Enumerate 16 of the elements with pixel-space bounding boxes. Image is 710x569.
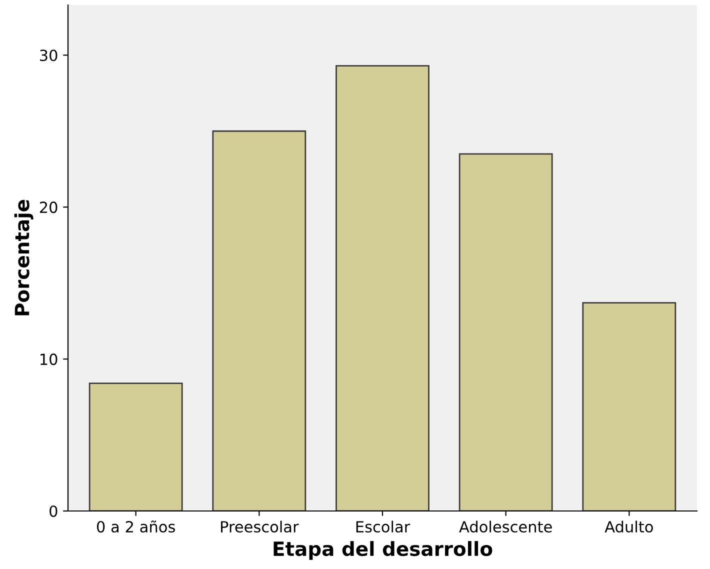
x-tick-label: Adolescente (459, 520, 552, 533)
bar (88, 382, 183, 511)
x-tick-label: Preescolar (221, 520, 299, 533)
x-tick-label: Adulto (604, 520, 653, 533)
y-tick-label: 10 (40, 354, 58, 366)
y-axis-title: Porcentaje (14, 200, 34, 316)
y-tick-label: 30 (40, 50, 58, 62)
x-tick-label: 0 a 2 años (96, 520, 175, 533)
bar (458, 153, 553, 511)
bar (212, 130, 306, 511)
bar (336, 65, 430, 511)
x-axis-title: Etapa del desarrollo (274, 541, 492, 560)
y-tick-label: 0 (50, 505, 58, 518)
y-tick-label: 20 (40, 202, 58, 214)
x-tick-label: Escolar (356, 520, 410, 533)
bar (582, 302, 676, 511)
